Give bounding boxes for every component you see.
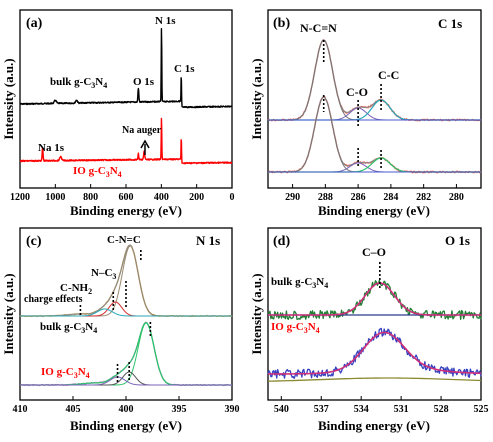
- xtick-label: 400: [154, 192, 169, 203]
- panel-d-label: (d): [273, 234, 290, 249]
- series-line-bulk: [19, 27, 233, 109]
- a-series-label-bulk: bulk g-C3N4: [50, 76, 107, 90]
- component-cnh2-bulk: [20, 308, 232, 317]
- d-series-label-bulk: bulk g-C3N4: [271, 276, 328, 290]
- xtick-label: 290: [285, 192, 300, 203]
- panel-b-curves: [267, 39, 482, 174]
- c-series-label-io: IO g-C3N4: [41, 366, 90, 380]
- xtick-label: 525: [474, 404, 489, 415]
- panel-a-label: (a): [26, 16, 43, 31]
- xtick-label: 1200: [10, 192, 30, 203]
- component-guides: [79, 40, 382, 384]
- a-peak-label-na1s: Na 1s: [38, 142, 65, 154]
- xtick-label: 528: [434, 404, 449, 415]
- component-ncn-bulk: [268, 39, 481, 121]
- panel-b-frame: [267, 9, 482, 189]
- a-series-label-io: IO g-C3N4: [73, 165, 122, 179]
- xtick-label: 395: [172, 404, 187, 415]
- panel-a-curves: [19, 27, 233, 165]
- b-component-label-ncn: N-C=N: [300, 21, 337, 35]
- d-series-label-io: IO g-C3N4: [271, 321, 320, 335]
- panel-d-frame: [267, 227, 482, 401]
- panel-c-curves: [19, 244, 233, 387]
- fit-envelope-bulk: [268, 39, 481, 121]
- panel-a-ylabel: Intensity (a.u.): [1, 58, 16, 139]
- xtick-label: 0: [230, 192, 235, 203]
- panel-b-xlabel: Binding energy (eV): [318, 203, 430, 218]
- a-peak-label-c1s: C 1s: [174, 63, 195, 75]
- component-cnh2-io: [20, 376, 232, 386]
- panel-b-xticks: 290 288 286 284 282 280: [285, 184, 464, 203]
- xtick-label: 410: [13, 404, 28, 415]
- c-component-label-nc3: N–C3: [91, 267, 116, 281]
- c-component-label-cnc: C-N=C: [107, 234, 141, 246]
- fit-envelope-io: [268, 331, 482, 375]
- panel-c-title: N 1s: [196, 233, 220, 248]
- a-peak-label-o1s: O 1s: [133, 76, 155, 88]
- panel-d-ylabel: Intensity (a.u.): [249, 273, 264, 354]
- panel-a-xticks: 1200 1000 800 600 400 200 0: [10, 184, 235, 203]
- panel-c-xlabel: Binding energy (eV): [70, 418, 182, 433]
- xtick-label: 540: [274, 404, 289, 415]
- xtick-label: 400: [119, 404, 134, 415]
- panel-d-curves: [267, 279, 482, 382]
- component-co-io: [268, 162, 481, 173]
- panel-d-xticks: 540 537 534 531 528 525: [274, 396, 489, 415]
- xtick-label: 280: [449, 192, 464, 203]
- baseline-io: [267, 377, 482, 382]
- xtick-label: 537: [314, 404, 329, 415]
- xtick-label: 284: [383, 192, 398, 203]
- c-component-label-charge: charge effects: [24, 294, 83, 305]
- xtick-label: 286: [351, 192, 366, 203]
- b-component-label-co: C-O: [346, 85, 368, 99]
- panel-c-label: (c): [26, 234, 42, 249]
- b-component-label-cc: C-C: [378, 68, 399, 82]
- panel-c-xticks: 410 405 400 395 390: [13, 396, 240, 415]
- series-line-io: [19, 117, 233, 165]
- xtick-label: 390: [225, 404, 240, 415]
- fit-envelope-bulk: [268, 282, 481, 316]
- panel-b-ylabel: Intensity (a.u.): [249, 58, 264, 139]
- d-component-label-co: C–O: [362, 245, 386, 259]
- panel-c-ylabel: Intensity (a.u.): [1, 273, 16, 354]
- panel-b-label: (b): [273, 16, 290, 31]
- xtick-label: 534: [354, 404, 369, 415]
- panel-a-xlabel: Binding energy (eV): [70, 203, 182, 218]
- xtick-label: 282: [416, 192, 431, 203]
- panel-b-title: C 1s: [438, 16, 462, 31]
- c-component-label-cnh2: C-NH2: [60, 282, 92, 296]
- a-peak-label-n1s: N 1s: [155, 15, 176, 27]
- xtick-label: 1000: [45, 192, 65, 203]
- xtick-label: 531: [394, 404, 409, 415]
- a-na-auger-arrow: [140, 139, 150, 155]
- panel-d-xlabel: Binding energy (eV): [318, 418, 430, 433]
- panel-d-title: O 1s: [445, 233, 470, 248]
- c-series-label-bulk: bulk g-C3N4: [40, 321, 97, 335]
- series-line-bulk-raw: [267, 39, 482, 122]
- xtick-label: 800: [83, 192, 98, 203]
- xtick-label: 600: [119, 192, 134, 203]
- xtick-label: 200: [189, 192, 204, 203]
- xtick-label: 288: [318, 192, 333, 203]
- a-peak-label-na-auger: Na auger: [122, 125, 162, 136]
- xtick-label: 405: [66, 404, 81, 415]
